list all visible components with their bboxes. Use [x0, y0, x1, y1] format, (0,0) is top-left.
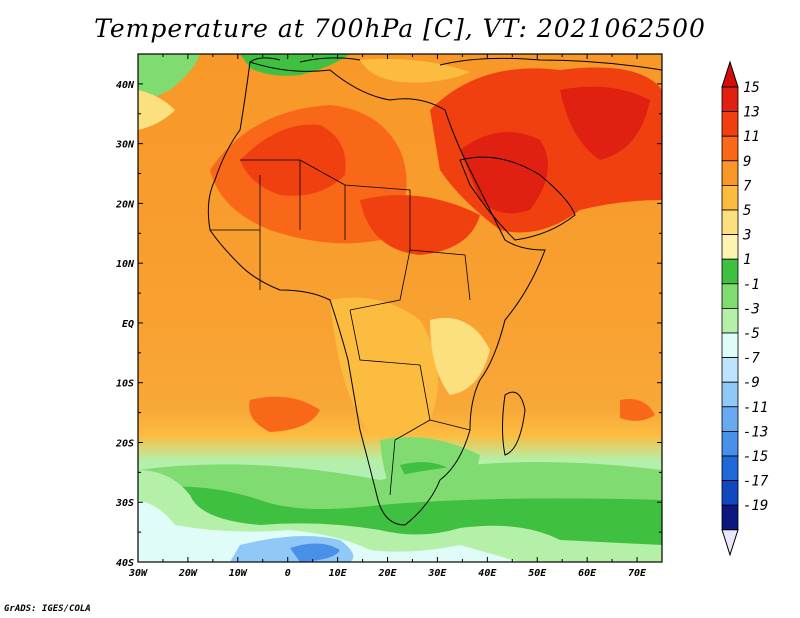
field-atlantic-hot [249, 396, 320, 432]
field-iran-core [560, 86, 650, 160]
lat-tick-label: 10N [116, 259, 135, 270]
colorbar-segment [721, 111, 739, 137]
colorbar-label: 15 [743, 80, 760, 96]
lat-tick-label: 40N [116, 80, 135, 91]
colorbar-label: 13 [743, 105, 760, 121]
coastlines [207, 57, 662, 526]
colorbar-label: 5 [743, 203, 751, 219]
colorbar-label: -11 [743, 400, 768, 416]
field-nw-warm [138, 90, 175, 130]
lon-tick-label: 30W [128, 568, 148, 579]
map-title: Temperature at 700hPa [C], VT: 202106250… [94, 14, 706, 43]
lat-tick-label: EQ [122, 319, 134, 330]
colorbar-label: -19 [743, 498, 768, 514]
field-south-band-4 [138, 500, 520, 562]
colorbar-label: -9 [743, 375, 760, 391]
colorbar-segment [721, 504, 739, 531]
country-borders [210, 159, 471, 496]
colorbar-segment [721, 135, 739, 162]
colorbar-label: 9 [743, 154, 751, 170]
lat-tick-label: 40S [116, 558, 134, 569]
colorbar-segment [721, 209, 739, 236]
colorbar-label: 3 [742, 228, 751, 244]
europe-coast [249, 57, 361, 63]
lat-tick-label: 10S [116, 379, 134, 390]
lon-tick-label: 40E [478, 568, 497, 579]
grads-credit: GrADS: IGES/COLA [4, 604, 91, 614]
lat-tick-label: 20S [115, 438, 134, 449]
colorbar-top-arrow [721, 60, 739, 88]
lon-tick-label: 30E [427, 568, 447, 579]
colorbar-label: -15 [743, 449, 768, 465]
colorbar-segment [721, 307, 739, 334]
colorbar-segment [721, 357, 739, 383]
colorbar-segment [721, 86, 739, 113]
lon-tick-label: 10W [229, 568, 248, 579]
colorbar-segment [721, 160, 739, 186]
arabia-outline [459, 156, 576, 241]
africa-outline [207, 61, 546, 526]
temperature-field [138, 54, 662, 562]
colorbar-label: 11 [743, 129, 760, 145]
lon-tick-label: 50E [528, 568, 547, 579]
lat-tick-label: 20N [115, 199, 135, 210]
colorbar-label: -13 [743, 424, 768, 440]
lon-tick-label: 20E [377, 568, 397, 579]
colorbar-label: -1 [743, 277, 760, 293]
lon-tick-label: 20W [178, 568, 198, 579]
longitude-axis: 30W 20W 10W 0 10E 20E 30E 40E 50E 60E 70E [128, 54, 647, 579]
colorbar-label: -7 [743, 351, 760, 367]
lon-tick-label: 70E [628, 568, 647, 579]
colorbar-segment [721, 332, 739, 359]
colorbar-label: -17 [743, 474, 769, 490]
map-frame [137, 53, 663, 563]
lon-tick-label: 10E [329, 568, 348, 579]
lat-tick-label: 30N [115, 140, 135, 151]
field-sudan-hot [360, 195, 480, 255]
colorbar: 15 13 11 9 7 5 3 1 -1 -3 -5 -7 -9 -11 -13 -15 -17 -19 [721, 60, 769, 557]
colorbar-segment [721, 234, 739, 260]
lon-tick-label: 60E [578, 568, 597, 579]
colorbar-label: -3 [743, 301, 760, 317]
colorbar-segment [721, 406, 739, 432]
colorbar-segment [721, 258, 739, 285]
field-central-warm [330, 297, 438, 438]
colorbar-segment [721, 480, 739, 506]
field-nw-cool [138, 54, 200, 102]
colorbar-bottom-arrow [721, 529, 739, 557]
field-indian-hot [620, 399, 655, 421]
lon-tick-label: 0 [285, 568, 291, 579]
colorbar-label: 7 [743, 178, 752, 194]
colorbar-segment [721, 381, 739, 408]
field-south-coldest [290, 543, 340, 562]
colorbar-segment [721, 283, 739, 309]
colorbar-segment [721, 430, 739, 457]
asia-coast [439, 57, 662, 71]
colorbar-segment [721, 455, 739, 482]
lat-tick-label: 30S [115, 498, 134, 509]
colorbar-label: -5 [743, 326, 760, 342]
madagascar-outline [502, 391, 526, 456]
field-east-mild [430, 318, 490, 395]
colorbar-segment [721, 184, 739, 211]
field-med-green [240, 54, 350, 76]
colorbar-label: 1 [743, 252, 751, 268]
latitude-axis: 40N 30N 20N 10N EQ 10S 20S 30S 40S [115, 80, 662, 569]
